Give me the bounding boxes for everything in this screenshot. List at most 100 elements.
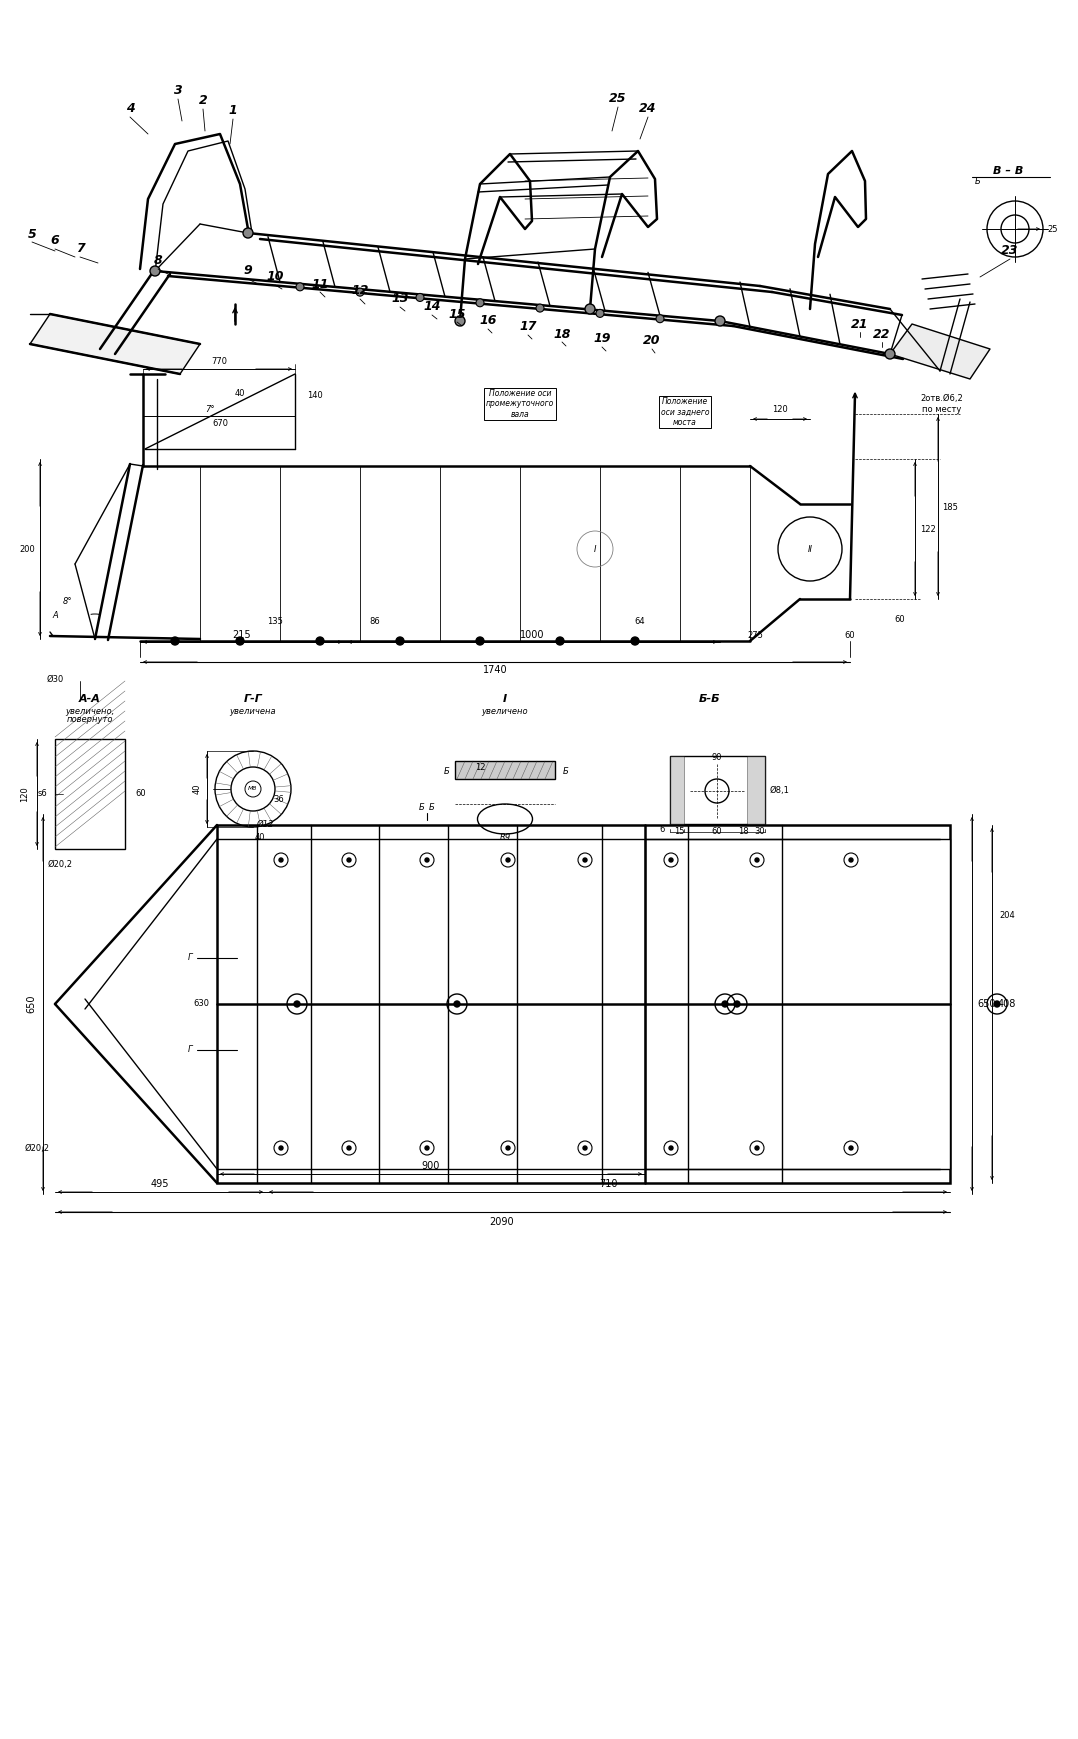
Circle shape (416, 294, 424, 301)
Text: 185: 185 (942, 503, 958, 511)
Text: 2отв.Ø6,2: 2отв.Ø6,2 (921, 395, 964, 403)
Text: 650: 650 (978, 998, 996, 1009)
Text: 120: 120 (772, 405, 788, 414)
Text: 40: 40 (235, 390, 246, 398)
Text: Г: Г (188, 1045, 192, 1054)
Text: 650: 650 (26, 995, 36, 1014)
Text: Б: Б (444, 767, 450, 776)
Text: 900: 900 (421, 1162, 440, 1170)
Text: В – В: В – В (993, 165, 1023, 176)
Text: 40: 40 (254, 833, 265, 842)
Text: 12: 12 (474, 762, 485, 772)
Text: 495: 495 (151, 1179, 169, 1189)
Circle shape (669, 1146, 673, 1149)
Bar (671, 756, 685, 824)
Bar (671, 756, 765, 824)
Text: 120: 120 (20, 786, 29, 802)
Text: 5: 5 (28, 228, 37, 240)
Text: 25: 25 (1048, 224, 1059, 233)
Text: Б: Б (419, 802, 425, 812)
Bar (747, 756, 765, 824)
Text: 122: 122 (921, 525, 936, 534)
Text: Ø30: Ø30 (47, 675, 65, 683)
Text: 21: 21 (852, 318, 869, 330)
Text: 23: 23 (1001, 245, 1019, 257)
Circle shape (454, 1002, 460, 1007)
Text: 86: 86 (370, 617, 381, 626)
Text: 19: 19 (593, 332, 611, 346)
Text: s6: s6 (38, 790, 47, 798)
Text: R9: R9 (499, 833, 511, 842)
Circle shape (356, 289, 364, 296)
Text: I: I (594, 544, 596, 553)
Text: 275: 275 (747, 631, 763, 640)
Text: 2: 2 (198, 94, 207, 108)
Circle shape (585, 304, 595, 315)
Circle shape (425, 857, 429, 863)
Circle shape (722, 1002, 728, 1007)
Text: 15: 15 (448, 308, 466, 320)
Text: А: А (52, 612, 58, 621)
Circle shape (296, 283, 304, 290)
Circle shape (994, 1002, 1000, 1007)
Text: 7°: 7° (205, 405, 215, 414)
Text: 60: 60 (845, 631, 855, 640)
Text: Б: Б (563, 767, 569, 776)
Text: 1: 1 (229, 104, 237, 118)
Text: повернуто: повернуто (67, 715, 113, 725)
Text: 18: 18 (737, 828, 748, 836)
Circle shape (669, 857, 673, 863)
Text: II: II (807, 544, 813, 553)
Circle shape (657, 315, 664, 323)
Text: 408: 408 (998, 998, 1017, 1009)
Text: 36: 36 (274, 795, 285, 803)
Text: 60: 60 (135, 790, 146, 798)
Text: 90: 90 (711, 753, 722, 762)
Text: А-А: А-А (79, 694, 101, 704)
Circle shape (596, 310, 604, 318)
Text: Г-Г: Г-Г (244, 694, 262, 704)
Text: 670: 670 (212, 419, 229, 428)
Circle shape (556, 636, 564, 645)
Text: 770: 770 (211, 356, 227, 365)
Text: Положение
оси заднего
моста: Положение оси заднего моста (661, 396, 709, 426)
Circle shape (849, 857, 853, 863)
Text: М8: М8 (248, 786, 258, 791)
Text: 2090: 2090 (489, 1217, 514, 1228)
Circle shape (396, 636, 404, 645)
Text: 20: 20 (644, 334, 661, 348)
Circle shape (583, 857, 588, 863)
Bar (455, 762, 555, 779)
Circle shape (171, 636, 179, 645)
Circle shape (631, 636, 639, 645)
Text: I: I (503, 694, 507, 704)
Circle shape (294, 1002, 300, 1007)
Text: увеличена: увеличена (230, 706, 276, 715)
Text: 11: 11 (312, 278, 329, 290)
Text: 24: 24 (639, 103, 657, 115)
Text: 3: 3 (174, 85, 182, 97)
Text: 6: 6 (51, 235, 59, 247)
Text: 135: 135 (267, 617, 282, 626)
Circle shape (316, 636, 324, 645)
Polygon shape (30, 315, 201, 374)
Circle shape (279, 857, 284, 863)
Circle shape (885, 350, 895, 358)
Text: 60: 60 (711, 828, 722, 836)
Circle shape (476, 299, 484, 306)
Text: Г: Г (188, 953, 192, 962)
Text: увеличено: увеличено (482, 706, 528, 715)
Text: 630: 630 (193, 1000, 209, 1009)
Text: 15: 15 (674, 828, 685, 836)
Circle shape (279, 1146, 284, 1149)
Text: 6: 6 (660, 824, 665, 833)
Text: Б: Б (429, 802, 434, 812)
Text: увеличено,: увеличено, (66, 706, 114, 715)
Text: 40: 40 (193, 784, 202, 795)
Circle shape (425, 1146, 429, 1149)
Circle shape (243, 228, 253, 238)
Circle shape (347, 1146, 351, 1149)
Circle shape (506, 857, 510, 863)
Text: 25: 25 (609, 92, 626, 106)
Text: 64: 64 (635, 617, 646, 626)
